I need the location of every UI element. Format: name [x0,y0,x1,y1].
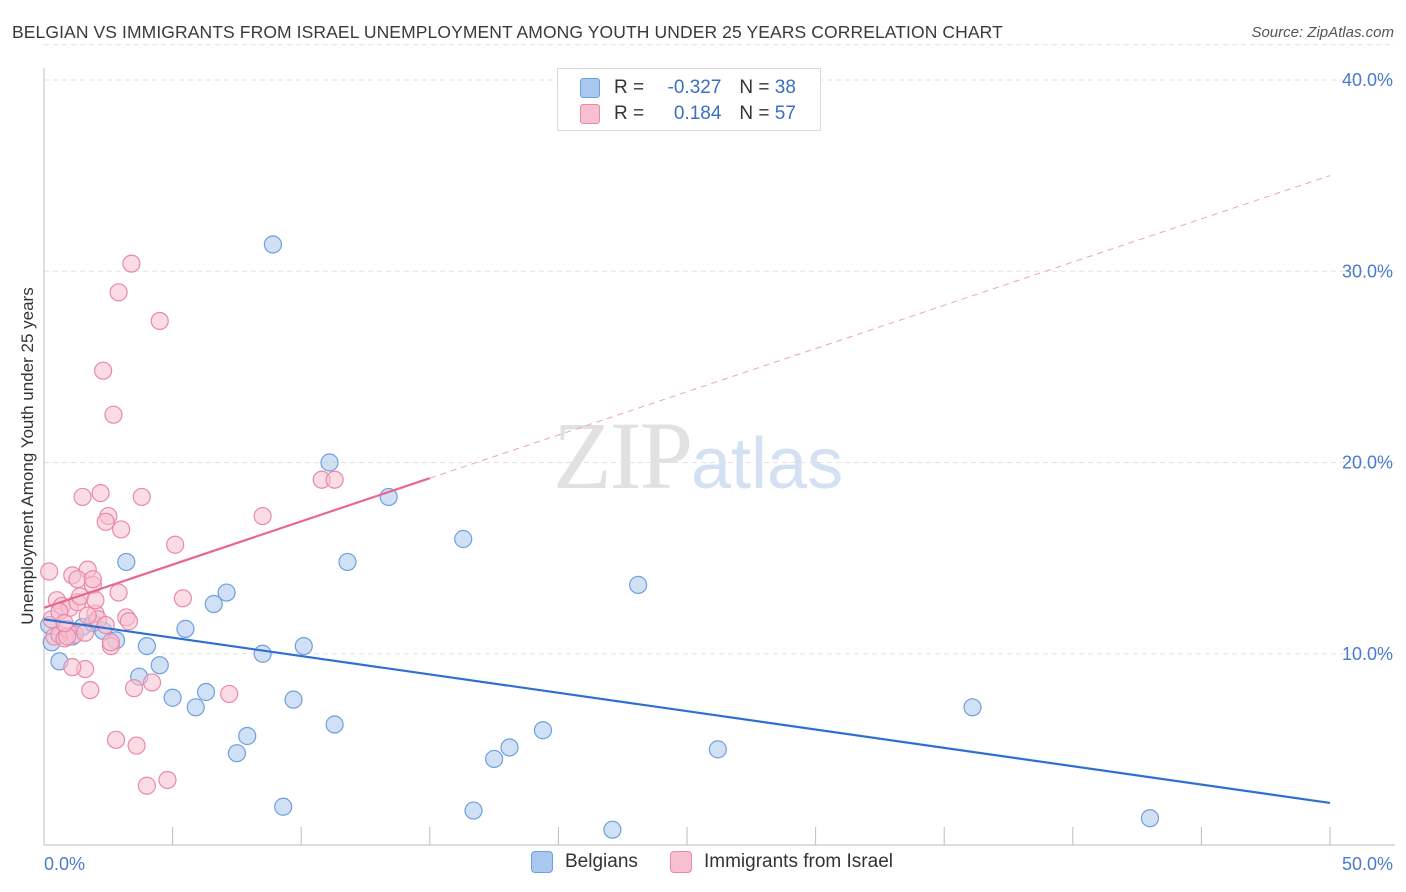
point-belgians [325,715,344,734]
y-tick-label: 20.0% [1342,453,1393,473]
y-tick-label: 10.0% [1342,644,1393,664]
point-israel [86,591,105,610]
point-israel [40,562,59,581]
trendline-belgians [43,618,1331,805]
point-belgians [163,688,182,707]
x-tick-label: 0.0% [44,854,85,874]
legend-n-label: N = [739,77,770,98]
point-israel [253,506,272,526]
point-belgians [117,552,136,572]
series-swatch-israel [670,851,692,873]
point-israel [132,487,151,507]
chart-title: BELGIAN VS IMMIGRANTS FROM ISRAEL UNEMPL… [12,22,1003,42]
point-belgians [603,820,622,839]
legend-swatch-belgians [580,78,600,98]
point-israel [109,283,128,302]
point-belgians [485,749,504,769]
legend-row-belgians: R = -0.327 N = 38 [580,76,796,100]
point-israel [91,484,110,503]
point-israel [63,658,82,677]
watermark-zip: ZIP [553,402,693,509]
point-israel [83,570,102,589]
point-belgians [963,698,982,717]
point-belgians [454,529,473,549]
point-israel [94,361,113,380]
legend-swatch-israel [580,104,600,124]
series-legend-belgians: Belgians [531,851,638,873]
series-label-belgians: Belgians [565,851,638,872]
point-belgians [533,721,553,740]
point-belgians [500,738,519,757]
point-israel [220,684,239,704]
legend-r-value: 0.184 [673,103,722,124]
point-belgians [217,583,236,602]
point-israel [127,736,146,755]
point-israel [106,730,126,749]
point-belgians [274,797,293,816]
point-belgians [263,235,283,254]
series-label-israel: Immigrants from Israel [704,851,893,872]
x-tick-label: 50.0% [1342,854,1393,874]
point-israel [150,311,169,331]
point-belgians [137,636,156,656]
trendline-israel [43,477,431,609]
point-israel [104,405,123,424]
point-israel [124,679,144,698]
correlation-legend: R = -0.327 N = 38 R = 0.184 N = 57 [557,68,821,131]
point-belgians [204,594,223,614]
legend-n-value: 38 [774,77,796,98]
point-belgians [150,656,169,675]
point-israel [78,606,97,625]
watermark-atlas: atlas [691,424,844,504]
point-belgians [708,740,727,759]
point-israel [81,680,100,700]
point-israel [119,612,138,631]
legend-r-label: R = [614,103,645,124]
point-israel [73,487,92,507]
point-belgians [1140,809,1160,828]
point-israel [112,520,131,539]
point-belgians [464,801,483,820]
point-belgians [227,744,246,763]
point-belgians [196,682,216,702]
series-legend-israel: Immigrants from Israel [670,851,893,873]
point-belgians [294,636,313,656]
legend-n-value: 57 [774,103,796,124]
watermark: ZIPatlas [553,400,843,511]
point-belgians [629,575,648,595]
point-belgians [320,453,339,472]
point-israel [96,512,115,531]
point-belgians [284,690,303,709]
point-belgians [176,619,195,638]
trendline-israel-projection [429,175,1331,479]
point-israel [325,470,344,489]
point-israel [158,770,177,790]
series-swatch-belgians [531,851,553,873]
point-belgians [338,552,357,572]
point-israel [166,535,185,554]
point-israel [142,673,162,692]
point-israel [101,633,120,652]
point-israel [173,589,192,608]
point-israel [68,570,87,589]
point-belgians [186,698,205,717]
y-tick-label: 40.0% [1342,70,1393,90]
series-legend: Belgians Immigrants from Israel [0,851,1406,877]
point-belgians [238,726,257,746]
point-israel [109,583,128,602]
point-belgians [253,644,272,663]
legend-n-label: N = [739,103,770,124]
legend-r-value: -0.327 [667,77,722,98]
y-tick-label: 30.0% [1342,261,1393,281]
y-axis-label: Unemployment Among Youth under 25 years [18,287,37,624]
point-israel [96,615,115,635]
legend-r-label: R = [614,77,645,98]
point-israel [137,776,156,795]
source-label: Source: ZipAtlas.com [1251,24,1394,41]
legend-row-israel: R = 0.184 N = 57 [580,102,796,126]
point-israel [122,254,141,273]
